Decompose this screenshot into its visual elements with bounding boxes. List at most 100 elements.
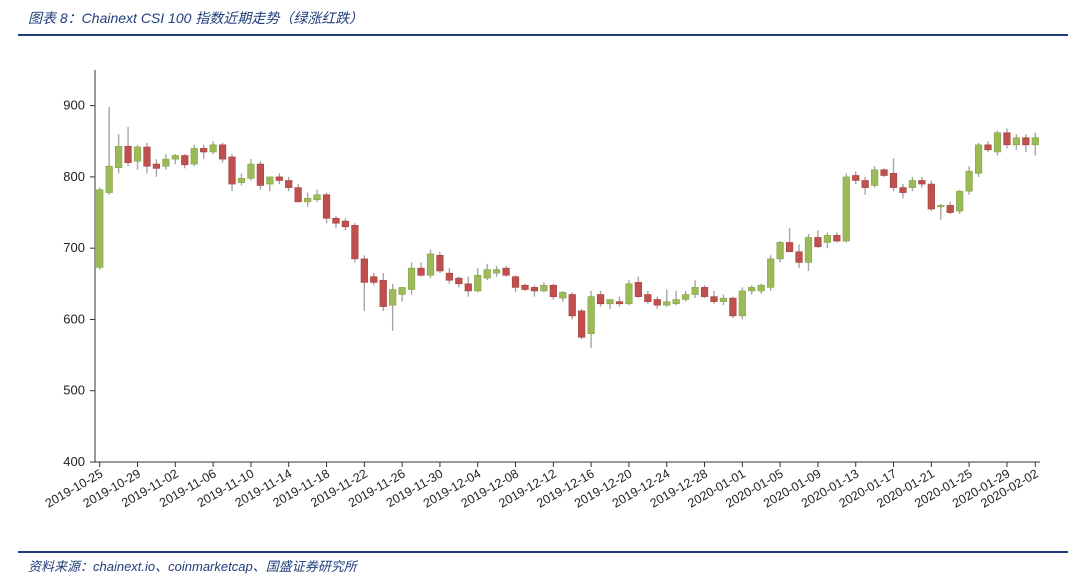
candle xyxy=(124,127,132,167)
candle xyxy=(606,299,614,309)
candle xyxy=(587,290,595,348)
candle-body-up xyxy=(133,146,142,162)
candle xyxy=(143,142,151,174)
candle-body-up xyxy=(162,158,170,167)
candle xyxy=(804,233,813,271)
candle-body-up xyxy=(540,284,548,292)
candle xyxy=(247,159,255,181)
candle xyxy=(540,282,548,293)
candle xyxy=(993,130,1002,156)
candle-body-down xyxy=(502,267,510,276)
candle-body-down xyxy=(880,169,888,176)
candle xyxy=(502,266,510,277)
candle-body-up xyxy=(672,299,680,305)
candle-body-up xyxy=(209,144,217,153)
candle-body-down xyxy=(341,220,350,228)
candle xyxy=(842,173,850,243)
candle xyxy=(285,176,293,192)
candle xyxy=(918,176,926,188)
candle-body-up xyxy=(738,290,746,317)
candle-body-up xyxy=(625,283,633,305)
candle-body-up xyxy=(719,297,728,302)
candle xyxy=(218,142,227,163)
candle-body-down xyxy=(568,294,576,317)
candle xyxy=(748,285,756,295)
candle-body-up xyxy=(993,132,1002,153)
candle xyxy=(700,285,709,299)
candle-body-down xyxy=(294,187,302,203)
y-tick-label: 400 xyxy=(63,454,85,469)
candle-body-up xyxy=(823,235,831,243)
candle-body-down xyxy=(918,180,926,185)
candle xyxy=(899,184,907,199)
candle-body-up xyxy=(682,294,690,300)
candle xyxy=(653,296,661,309)
candle xyxy=(833,232,841,243)
candle xyxy=(549,283,557,300)
candle xyxy=(266,176,274,192)
candle xyxy=(105,107,113,195)
candle-body-up xyxy=(691,287,699,295)
candle xyxy=(757,283,765,294)
candle-body-down xyxy=(634,282,642,297)
candle xyxy=(682,290,690,302)
candle xyxy=(228,154,236,192)
candle-body-up xyxy=(606,299,614,305)
candle xyxy=(332,216,340,229)
candle-body-down xyxy=(530,287,539,292)
candle xyxy=(483,263,491,281)
candle-body-up xyxy=(937,205,945,208)
candle-body-down xyxy=(464,283,472,292)
candle xyxy=(493,266,501,277)
candle xyxy=(171,154,179,165)
candle xyxy=(568,292,576,320)
candle-body-down xyxy=(200,148,208,153)
candle xyxy=(436,251,444,274)
candle xyxy=(190,144,198,167)
candle xyxy=(96,187,104,270)
candle-body-up xyxy=(767,258,775,288)
candle xyxy=(162,154,170,170)
candle-body-up xyxy=(871,169,879,186)
candle-body-down xyxy=(1003,132,1011,146)
candle-body-up xyxy=(190,148,198,165)
candle xyxy=(634,276,642,299)
candle-body-up xyxy=(247,163,255,179)
candle-body-down xyxy=(332,217,340,224)
candle-body-up xyxy=(908,180,917,188)
candle-body-up xyxy=(559,292,567,299)
candle-body-down xyxy=(946,205,954,213)
candle xyxy=(974,142,983,177)
candle-body-up xyxy=(956,190,964,212)
candle xyxy=(294,184,302,203)
y-tick-label: 500 xyxy=(63,383,85,398)
source-rule xyxy=(18,551,1068,553)
candle-body-down xyxy=(521,284,529,290)
candle-body-up xyxy=(407,267,416,290)
candle-body-up xyxy=(748,287,756,292)
candle xyxy=(152,159,161,177)
candle xyxy=(880,168,888,177)
candle xyxy=(710,290,718,304)
candle xyxy=(927,180,935,212)
candle xyxy=(360,255,368,311)
candle xyxy=(445,268,453,284)
candle xyxy=(133,144,142,170)
candle xyxy=(521,283,529,291)
candle-body-down xyxy=(785,242,794,253)
candle-body-down xyxy=(152,163,161,169)
y-tick-label: 900 xyxy=(63,98,85,113)
candle-body-down xyxy=(578,310,586,338)
y-tick-label: 600 xyxy=(63,311,85,326)
candle xyxy=(861,176,869,195)
candle-body-down xyxy=(181,155,189,166)
candle xyxy=(946,201,954,214)
candle-body-down xyxy=(596,294,605,305)
candle xyxy=(200,144,208,160)
candle xyxy=(275,173,283,185)
candle-body-down xyxy=(436,255,444,272)
candle xyxy=(511,275,520,293)
candle-body-down xyxy=(644,294,652,302)
candle-body-up xyxy=(237,178,246,183)
